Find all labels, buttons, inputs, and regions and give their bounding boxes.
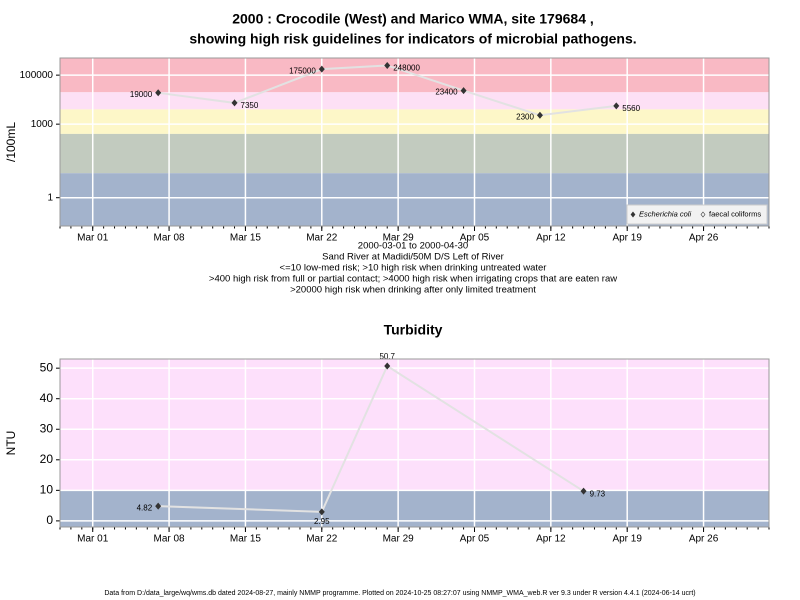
y-tick-label: 1000 xyxy=(31,119,54,130)
data-label: 175000 xyxy=(289,66,316,75)
annotation: >20000 high risk when drinking after onl… xyxy=(290,285,536,296)
x-tick-label: Mar 08 xyxy=(154,534,186,545)
series-line xyxy=(158,364,585,513)
annotation: Sand River at Madidi/50M D/S Left of Riv… xyxy=(322,252,504,263)
point-marker xyxy=(155,89,162,97)
x-tick-label: Mar 15 xyxy=(230,233,262,244)
x-tick-label: Apr 05 xyxy=(460,233,490,244)
x-tick-label: Mar 29 xyxy=(383,233,415,244)
x-tick-label: Mar 08 xyxy=(154,233,186,244)
point-marker xyxy=(384,61,391,69)
chart-title: Turbidity xyxy=(384,322,443,338)
risk-band xyxy=(60,92,769,110)
x-tick-label: Apr 26 xyxy=(689,534,719,545)
annotation: >400 high risk from full or partial cont… xyxy=(209,274,617,285)
annotation: 2000-03-01 to 2000-04-30 xyxy=(358,241,468,252)
risk-band xyxy=(60,133,769,174)
legend-marker xyxy=(700,211,706,218)
x-tick-label: Apr 26 xyxy=(689,233,719,244)
data-label: 2300 xyxy=(516,112,534,121)
point-marker xyxy=(613,102,620,110)
point-marker xyxy=(318,508,325,516)
legend-label: faecal coliforms xyxy=(709,209,761,218)
chart-title: 2000 : Crocodile (West) and Marico WMA, … xyxy=(232,11,594,27)
data-label: 9.73 xyxy=(590,489,606,498)
point-marker xyxy=(231,99,238,107)
annotation: <=10 low-med risk; >10 high risk when dr… xyxy=(280,263,547,274)
point-marker xyxy=(460,87,467,95)
y-axis-label: NTU xyxy=(4,431,18,456)
x-tick-label: Mar 01 xyxy=(77,534,109,545)
y-tick-label: 20 xyxy=(40,452,54,466)
x-tick-label: Apr 12 xyxy=(536,233,566,244)
point-marker xyxy=(536,111,543,119)
data-label: 2.95 xyxy=(314,517,330,526)
x-tick-label: Mar 29 xyxy=(383,534,415,545)
x-tick-label: Apr 12 xyxy=(536,534,566,545)
plot-frame xyxy=(59,57,770,227)
legend-label: Escherichia coli xyxy=(639,209,691,218)
x-tick-label: Mar 22 xyxy=(306,233,338,244)
data-label: 7350 xyxy=(241,101,259,110)
x-tick-label: Apr 05 xyxy=(460,534,490,545)
legend: Escherichia coli faecal coliforms xyxy=(626,204,768,225)
data-label: 50.7 xyxy=(379,352,395,361)
data-label: 5560 xyxy=(622,104,640,113)
data-label: 4.82 xyxy=(137,503,153,512)
point-marker xyxy=(384,362,391,370)
x-tick-label: Apr 19 xyxy=(612,534,642,545)
x-tick-label: Mar 01 xyxy=(77,233,109,244)
data-label: 248000 xyxy=(393,64,420,73)
plot-frame xyxy=(59,358,770,528)
chart-title: showing high risk guidelines for indicat… xyxy=(189,31,636,47)
y-tick-label: 1 xyxy=(47,192,53,203)
x-tick-label: Mar 22 xyxy=(306,534,338,545)
data-label: 23400 xyxy=(435,88,458,97)
risk-band xyxy=(60,109,769,134)
point-marker xyxy=(580,487,587,495)
y-tick-label: 100000 xyxy=(20,70,54,81)
y-tick-label: 40 xyxy=(40,391,54,405)
y-tick-label: 30 xyxy=(40,421,54,435)
data-label: 19000 xyxy=(130,90,153,99)
risk-band xyxy=(60,359,769,491)
footer: Data from D:/data_large/wq/wms.db dated … xyxy=(104,590,695,597)
y-axis-label: /100mL xyxy=(4,122,18,162)
x-tick-label: Mar 15 xyxy=(230,534,262,545)
y-tick-label: 0 xyxy=(46,513,53,527)
y-tick-label: 50 xyxy=(40,360,54,374)
point-marker xyxy=(318,65,325,73)
legend-marker xyxy=(630,211,636,218)
point-marker xyxy=(155,502,162,510)
legend-box xyxy=(626,204,768,225)
y-tick-label: 10 xyxy=(40,483,54,497)
x-tick-label: Apr 19 xyxy=(612,233,642,244)
